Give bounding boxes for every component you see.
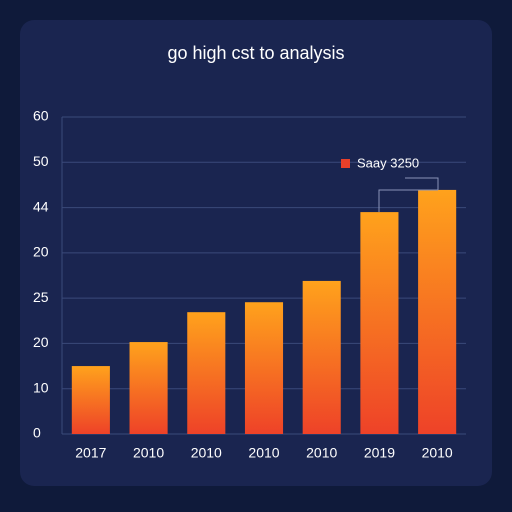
x-tick-label: 2010 (191, 445, 222, 461)
annotation-marker (341, 159, 350, 168)
bar (187, 312, 226, 434)
y-tick-label: 50 (33, 153, 49, 169)
bar (302, 280, 341, 434)
x-tick-label: 2019 (364, 445, 395, 461)
y-tick-label: 20 (33, 334, 49, 350)
bar (418, 189, 457, 434)
bar (71, 366, 110, 434)
y-tick-label: 44 (33, 198, 49, 214)
annotation: Saay 3250 (357, 155, 419, 170)
bar (244, 302, 284, 434)
y-tick-label: 10 (33, 379, 49, 395)
x-tick-label: 2010 (306, 445, 337, 461)
bar (129, 342, 168, 434)
y-tick-label: 25 (33, 289, 49, 305)
x-tick-label: 2010 (422, 445, 453, 461)
chart-title: go high cst to analysis (167, 43, 344, 63)
annotation-bracket (405, 177, 439, 190)
y-tick-label: 60 (33, 108, 49, 124)
x-tick-label: 2017 (75, 445, 106, 461)
y-tick-label: 0 (33, 425, 41, 441)
bar (360, 212, 399, 434)
x-tick-label: 2010 (248, 445, 279, 461)
x-tick-label: 2010 (133, 445, 164, 461)
annotation-bracket (378, 189, 438, 212)
y-tick-label: 20 (33, 244, 49, 260)
